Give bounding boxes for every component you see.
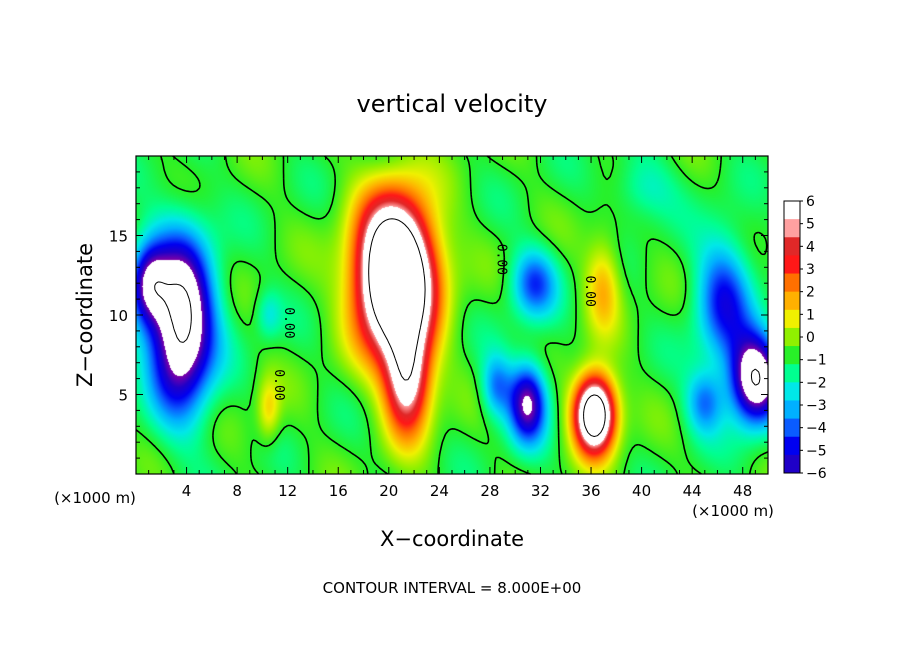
colorbar-swatch xyxy=(784,327,800,347)
colorbar-swatch xyxy=(784,364,800,383)
x-tick-label: 44 xyxy=(683,482,702,500)
y-tick-label: 15 xyxy=(109,228,128,246)
colorbar-swatch xyxy=(784,400,800,420)
y-tick-label: 10 xyxy=(109,307,128,325)
y-axis-label: Z−coordinate xyxy=(73,243,97,387)
contour-positive xyxy=(368,218,606,437)
colorbar-tick-label: −3 xyxy=(806,398,827,414)
colorbar-swatch xyxy=(784,436,800,456)
colorbar-swatch xyxy=(784,237,800,256)
contour-label: 0.00 xyxy=(271,369,286,400)
colorbar-tick-label: −1 xyxy=(806,353,827,369)
colorbar-swatch xyxy=(784,382,800,401)
colorbar-tick-label: 6 xyxy=(806,194,815,210)
x-tick-label: 28 xyxy=(480,482,499,500)
x-tick-label: 36 xyxy=(581,482,600,500)
x-tick-label: 48 xyxy=(733,482,752,500)
heatmap-field xyxy=(136,156,768,474)
colorbar-tick-label: 2 xyxy=(806,285,815,301)
x-unit-label-right: (×1000 m) xyxy=(692,502,774,520)
colorbar-swatch xyxy=(784,273,800,293)
colorbar-tick-label: 4 xyxy=(806,239,815,255)
colorbar: 6 5 4 3 2 1 0 −1 −2 −3 −4 −5 −6 xyxy=(783,194,827,482)
contour-zero xyxy=(135,155,769,475)
x-tick-label: 8 xyxy=(232,482,242,500)
x-tick-label: 4 xyxy=(182,482,192,500)
contour-label: 0.00 xyxy=(494,244,509,275)
x-unit-label-left: (×1000 m) xyxy=(54,489,136,507)
contour-lines: 0.00 0.00 0.00 0.00 xyxy=(135,155,769,475)
contour-label: 0.00 xyxy=(281,307,296,338)
x-axis-label: X−coordinate xyxy=(380,527,524,551)
colorbar-swatch xyxy=(784,291,800,311)
x-tick-label: 40 xyxy=(632,482,651,500)
plot-area: 0.000.000.000.00 4 8 12 16 20 24 28 32 36 40 44 48 … xyxy=(109,155,769,500)
colorbar-swatch xyxy=(784,255,800,275)
x-tick-label: 16 xyxy=(329,482,348,500)
colorbar-swatch xyxy=(784,454,800,474)
colorbar-swatch xyxy=(784,219,800,238)
contour-interval-note: CONTOUR INTERVAL = 8.000E+00 xyxy=(323,579,582,597)
colorbar-tick-label: −6 xyxy=(806,466,827,482)
contour-label: 0.00 xyxy=(582,275,597,306)
x-tick-label: 32 xyxy=(531,482,550,500)
colorbar-tick-label: −4 xyxy=(806,421,827,437)
colorbar-swatch xyxy=(784,346,800,365)
colorbar-swatch xyxy=(784,309,800,329)
contour-negative xyxy=(154,281,761,386)
x-axis-ticks: 4 8 12 16 20 24 28 32 36 40 44 48 xyxy=(148,156,756,500)
y-tick-label: 5 xyxy=(118,387,128,405)
x-tick-label: 12 xyxy=(278,482,297,500)
chart-title: vertical velocity xyxy=(357,90,548,118)
colorbar-swatch xyxy=(784,418,800,438)
colorbar-tick-label: 5 xyxy=(806,217,815,233)
y-axis-ticks: 5 10 15 xyxy=(109,171,768,459)
x-tick-label: 24 xyxy=(430,482,449,500)
x-tick-label: 20 xyxy=(379,482,398,500)
colorbar-tick-labels: 6 5 4 3 2 1 0 −1 −2 −3 −4 −5 −6 xyxy=(800,194,827,482)
colorbar-tick-label: −5 xyxy=(806,443,827,459)
colorbar-tick-label: 3 xyxy=(806,262,815,278)
colorbar-tick-label: −2 xyxy=(806,375,827,391)
colorbar-tick-label: 1 xyxy=(806,307,815,323)
colorbar-tick-label: 0 xyxy=(806,330,815,346)
colorbar-swatch xyxy=(784,201,800,220)
colorbar-swatches xyxy=(784,201,800,474)
